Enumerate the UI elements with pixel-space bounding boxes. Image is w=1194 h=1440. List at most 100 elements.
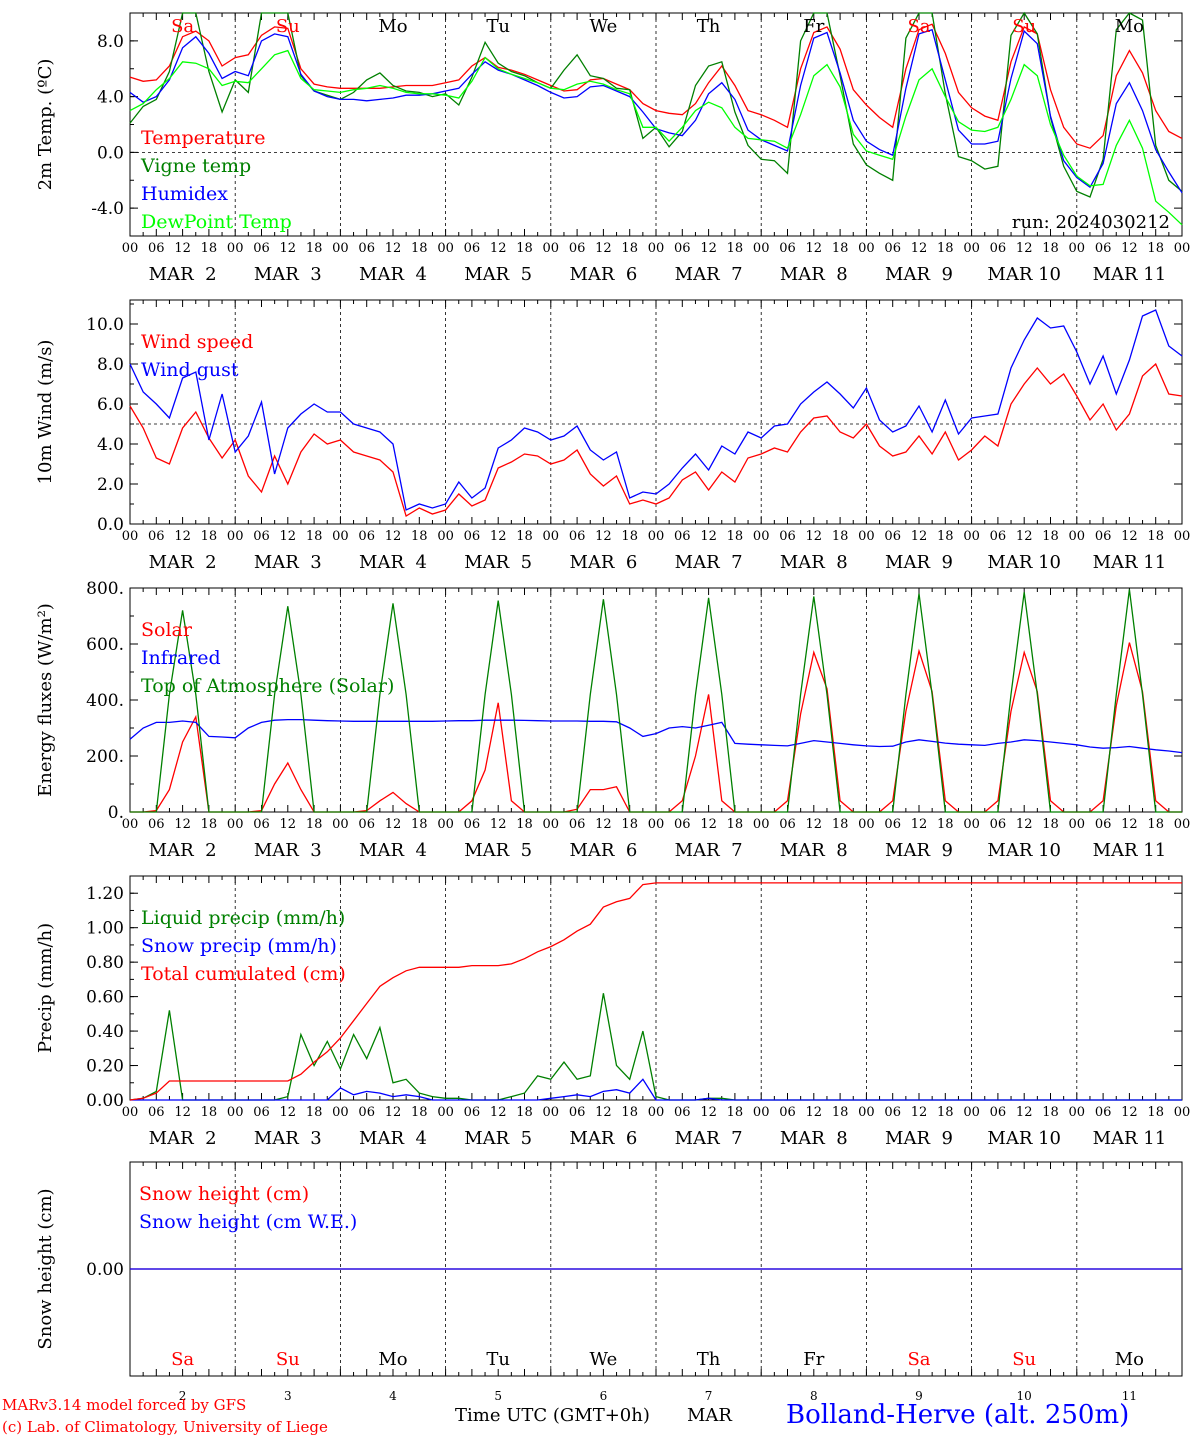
weekday-label-bottom: Mo (1115, 1349, 1144, 1370)
x-hour-label: 18 (832, 241, 849, 256)
x-hour-label: 12 (174, 241, 191, 256)
x-hour-label: 06 (148, 241, 165, 256)
legend-entry-2: Infrared (141, 647, 221, 669)
x-hour-label: 06 (990, 529, 1007, 544)
x-hour-label: 00 (858, 241, 875, 256)
y-tick-label: 1.00 (86, 919, 124, 939)
x-hour-label: 12 (806, 529, 823, 544)
x-hour-label: 06 (253, 241, 270, 256)
x-hour-label: 06 (674, 817, 691, 832)
x-hour-label: 18 (621, 817, 638, 832)
x-hour-label: 12 (490, 241, 507, 256)
series-line-2 (130, 1078, 1182, 1101)
weekday-label-top: Su (276, 16, 300, 37)
x-hour-label: 12 (385, 1105, 402, 1120)
x-hour-label: 12 (1121, 241, 1138, 256)
x-date-label: MAR 9 (885, 840, 953, 861)
legend-entry-2: Snow height (cm W.E.) (139, 1211, 357, 1233)
legend-entry-3: Humidex (141, 183, 228, 205)
x-date-label: MAR 8 (780, 552, 848, 573)
weekday-label-bottom: Tu (486, 1349, 510, 1370)
x-date-label: MAR 2 (149, 1128, 217, 1149)
x-date-label: MAR 5 (464, 1128, 532, 1149)
x-date-label: MAR 11 (1093, 1128, 1167, 1149)
x-date-label: MAR 10 (987, 552, 1061, 573)
x-hour-label: 12 (911, 1105, 928, 1120)
x-hour-label: 12 (806, 1105, 823, 1120)
x-date-label: MAR 2 (149, 840, 217, 861)
x-hour-label: 00 (963, 529, 980, 544)
x-date-label: MAR 3 (254, 1128, 322, 1149)
x-hour-label: 00 (437, 241, 454, 256)
x-hour-label: 00 (1174, 529, 1191, 544)
x-hour-label: 00 (963, 1105, 980, 1120)
x-hour-label: 12 (385, 241, 402, 256)
x-hour-label: 12 (595, 817, 612, 832)
weekday-label-bottom: Sa (907, 1349, 930, 1370)
day-number-label: 10 (1017, 1389, 1032, 1403)
x-hour-label: 00 (753, 529, 770, 544)
x-date-label: MAR 3 (254, 840, 322, 861)
x-hour-label: 18 (832, 1105, 849, 1120)
y-axis-label: 10m Wind (m/s) (35, 340, 56, 485)
x-hour-label: 12 (595, 241, 612, 256)
weekday-label-top: We (590, 16, 618, 37)
x-hour-label: 06 (779, 1105, 796, 1120)
x-hour-label: 12 (174, 817, 191, 832)
x-hour-label: 06 (990, 817, 1007, 832)
x-hour-label: 12 (385, 817, 402, 832)
legend-entry-1: Solar (141, 619, 193, 641)
x-hour-label: 06 (569, 241, 586, 256)
x-hour-label: 12 (700, 529, 717, 544)
x-hour-label: 06 (358, 529, 375, 544)
x-hour-label: 12 (280, 1105, 297, 1120)
legend-entry-1: Temperature (141, 127, 265, 149)
x-hour-label: 00 (963, 241, 980, 256)
x-hour-label: 18 (937, 1105, 954, 1120)
y-tick-label: 0.80 (86, 953, 124, 973)
weekday-label-bottom: Fr (803, 1349, 824, 1370)
x-date-label: MAR 11 (1093, 840, 1167, 861)
x-hour-label: 18 (201, 1105, 218, 1120)
x-hour-label: 12 (1121, 1105, 1138, 1120)
x-hour-label: 18 (306, 817, 323, 832)
x-hour-label: 00 (437, 1105, 454, 1120)
x-hour-label: 06 (1095, 1105, 1112, 1120)
x-date-label: MAR 7 (675, 1128, 743, 1149)
x-hour-label: 06 (674, 529, 691, 544)
x-hour-label: 00 (437, 817, 454, 832)
x-hour-label: 06 (674, 241, 691, 256)
x-hour-label: 18 (516, 529, 533, 544)
x-date-label: MAR 11 (1093, 552, 1167, 573)
x-hour-label: 06 (884, 1105, 901, 1120)
y-tick-label: 4.0 (97, 435, 124, 455)
x-hour-label: 18 (727, 1105, 744, 1120)
x-hour-label: 00 (858, 529, 875, 544)
panel-frame (129, 299, 1183, 525)
series-line-2 (129, 718, 1183, 754)
legend-entry-1: Liquid precip (mm/h) (141, 907, 345, 929)
x-hour-label: 06 (148, 817, 165, 832)
day-number-label: 6 (600, 1389, 608, 1403)
panel-frame (129, 587, 1183, 813)
x-hour-label: 00 (1069, 529, 1086, 544)
x-hour-label: 00 (648, 1105, 665, 1120)
day-number-label: 2 (179, 1389, 187, 1403)
weekday-label-top: Fr (803, 16, 824, 37)
y-tick-label: 0.60 (86, 988, 124, 1008)
x-hour-label: 00 (122, 817, 139, 832)
x-hour-label: 12 (174, 529, 191, 544)
series-line-4 (129, 49, 1183, 226)
x-date-label: MAR 4 (359, 264, 427, 285)
x-hour-label: 00 (1174, 241, 1191, 256)
x-hour-label: 12 (1016, 1105, 1033, 1120)
x-hour-label: 18 (727, 529, 744, 544)
x-date-label: MAR 7 (675, 264, 743, 285)
x-hour-label: 12 (280, 529, 297, 544)
x-date-label: MAR 10 (987, 264, 1061, 285)
series-line-3 (130, 589, 1182, 813)
x-hour-label: 00 (122, 529, 139, 544)
x-hour-label: 00 (858, 1105, 875, 1120)
series-line-1 (129, 362, 1183, 517)
x-hour-label: 18 (621, 1105, 638, 1120)
